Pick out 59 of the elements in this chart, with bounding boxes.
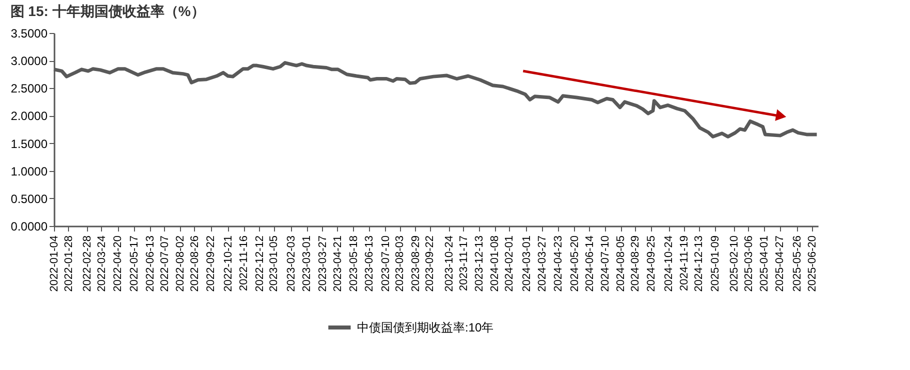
y-tick-label: 2.0000 (10, 109, 48, 124)
x-tick-label: 2024-01-08 (489, 236, 502, 292)
x-tick-label: 2023-06-13 (364, 236, 376, 292)
x-tick-label: 2024-04-23 (552, 236, 565, 292)
legend-label: 中债国债到期收益率:10年 (357, 320, 494, 334)
x-tick-label: 2022-08-02 (174, 236, 187, 292)
x-tick-label: 2025-01-09 (709, 236, 722, 292)
x-tick-label: 2022-03-24 (96, 236, 108, 292)
x-tick-label: 2024-02-01 (503, 236, 516, 292)
x-tick-label: 2022-08-26 (188, 236, 201, 292)
y-tick-label: 0.0000 (10, 220, 48, 234)
y-tick-label: 1.5000 (10, 136, 48, 151)
x-tick-label: 2023-05-18 (348, 236, 360, 292)
y-tick-label: 2.5000 (10, 82, 48, 96)
y-tick-label: 3.5000 (10, 26, 48, 40)
x-tick-label: 2023-10-24 (443, 236, 456, 292)
x-tick-label: 2022-12-12 (254, 236, 266, 292)
x-tick-label: 2025-04-27 (774, 236, 786, 292)
x-tick-label: 2023-03-01 (301, 236, 314, 292)
x-tick-label: 2025-02-10 (728, 236, 740, 292)
x-tick-label: 2024-10-24 (663, 236, 676, 292)
x-tick-label: 2024-11-19 (678, 236, 691, 291)
x-tick-label: 2024-08-29 (629, 236, 642, 292)
x-tick-label: 2024-03-27 (536, 236, 548, 292)
y-tick-label: 0.5000 (10, 192, 48, 206)
x-tick-label: 2022-11-16 (238, 236, 250, 291)
x-tick-label: 2022-07-07 (158, 236, 171, 292)
x-tick-label: 2023-01-05 (268, 236, 280, 292)
x-tick-label: 2023-03-27 (316, 236, 329, 292)
x-tick-label: 2024-07-10 (599, 236, 612, 292)
x-tick-label: 2022-06-13 (144, 236, 157, 292)
x-tick-label: 2022-02-28 (82, 236, 94, 292)
x-tick-label: 2023-02-03 (286, 236, 298, 292)
x-tick-label: 2025-06-20 (806, 236, 818, 292)
x-tick-label: 2022-04-20 (112, 236, 124, 292)
chart-title: 图 15: 十年期国债收益率（%） (10, 3, 205, 19)
x-tick-label: 2024-09-25 (646, 236, 658, 292)
x-tick-label: 2022-05-17 (128, 236, 140, 292)
x-tick-label: 2024-06-14 (584, 236, 596, 292)
x-tick-label: 2024-12-13 (693, 236, 706, 292)
x-tick-label: 2022-01-28 (62, 236, 75, 292)
x-tick-label: 2023-12-13 (473, 236, 486, 292)
x-tick-label: 2023-11-17 (458, 236, 470, 291)
x-tick-label: 2023-07-10 (380, 236, 392, 292)
y-tick-label: 1.0000 (10, 164, 48, 178)
y-tick-label: 3.0000 (10, 54, 48, 68)
x-tick-label: 2024-05-20 (568, 236, 581, 292)
x-tick-label: 2025-03-06 (742, 236, 755, 292)
x-tick-label: 2022-01-04 (48, 236, 60, 292)
x-tick-label: 2022-09-22 (205, 236, 218, 292)
x-tick-label: 2024-08-05 (615, 236, 628, 292)
x-tick-label: 2023-08-29 (410, 236, 422, 292)
x-tick-label: 2024-03-01 (520, 236, 533, 292)
x-tick-label: 2023-08-03 (394, 236, 406, 292)
x-tick-label: 2025-04-01 (758, 236, 770, 292)
x-tick-label: 2023-04-21 (332, 236, 344, 292)
x-tick-label: 2023-09-22 (424, 236, 436, 292)
x-tick-label: 2022-10-21 (222, 236, 235, 292)
x-tick-label: 2025-05-26 (791, 236, 804, 292)
